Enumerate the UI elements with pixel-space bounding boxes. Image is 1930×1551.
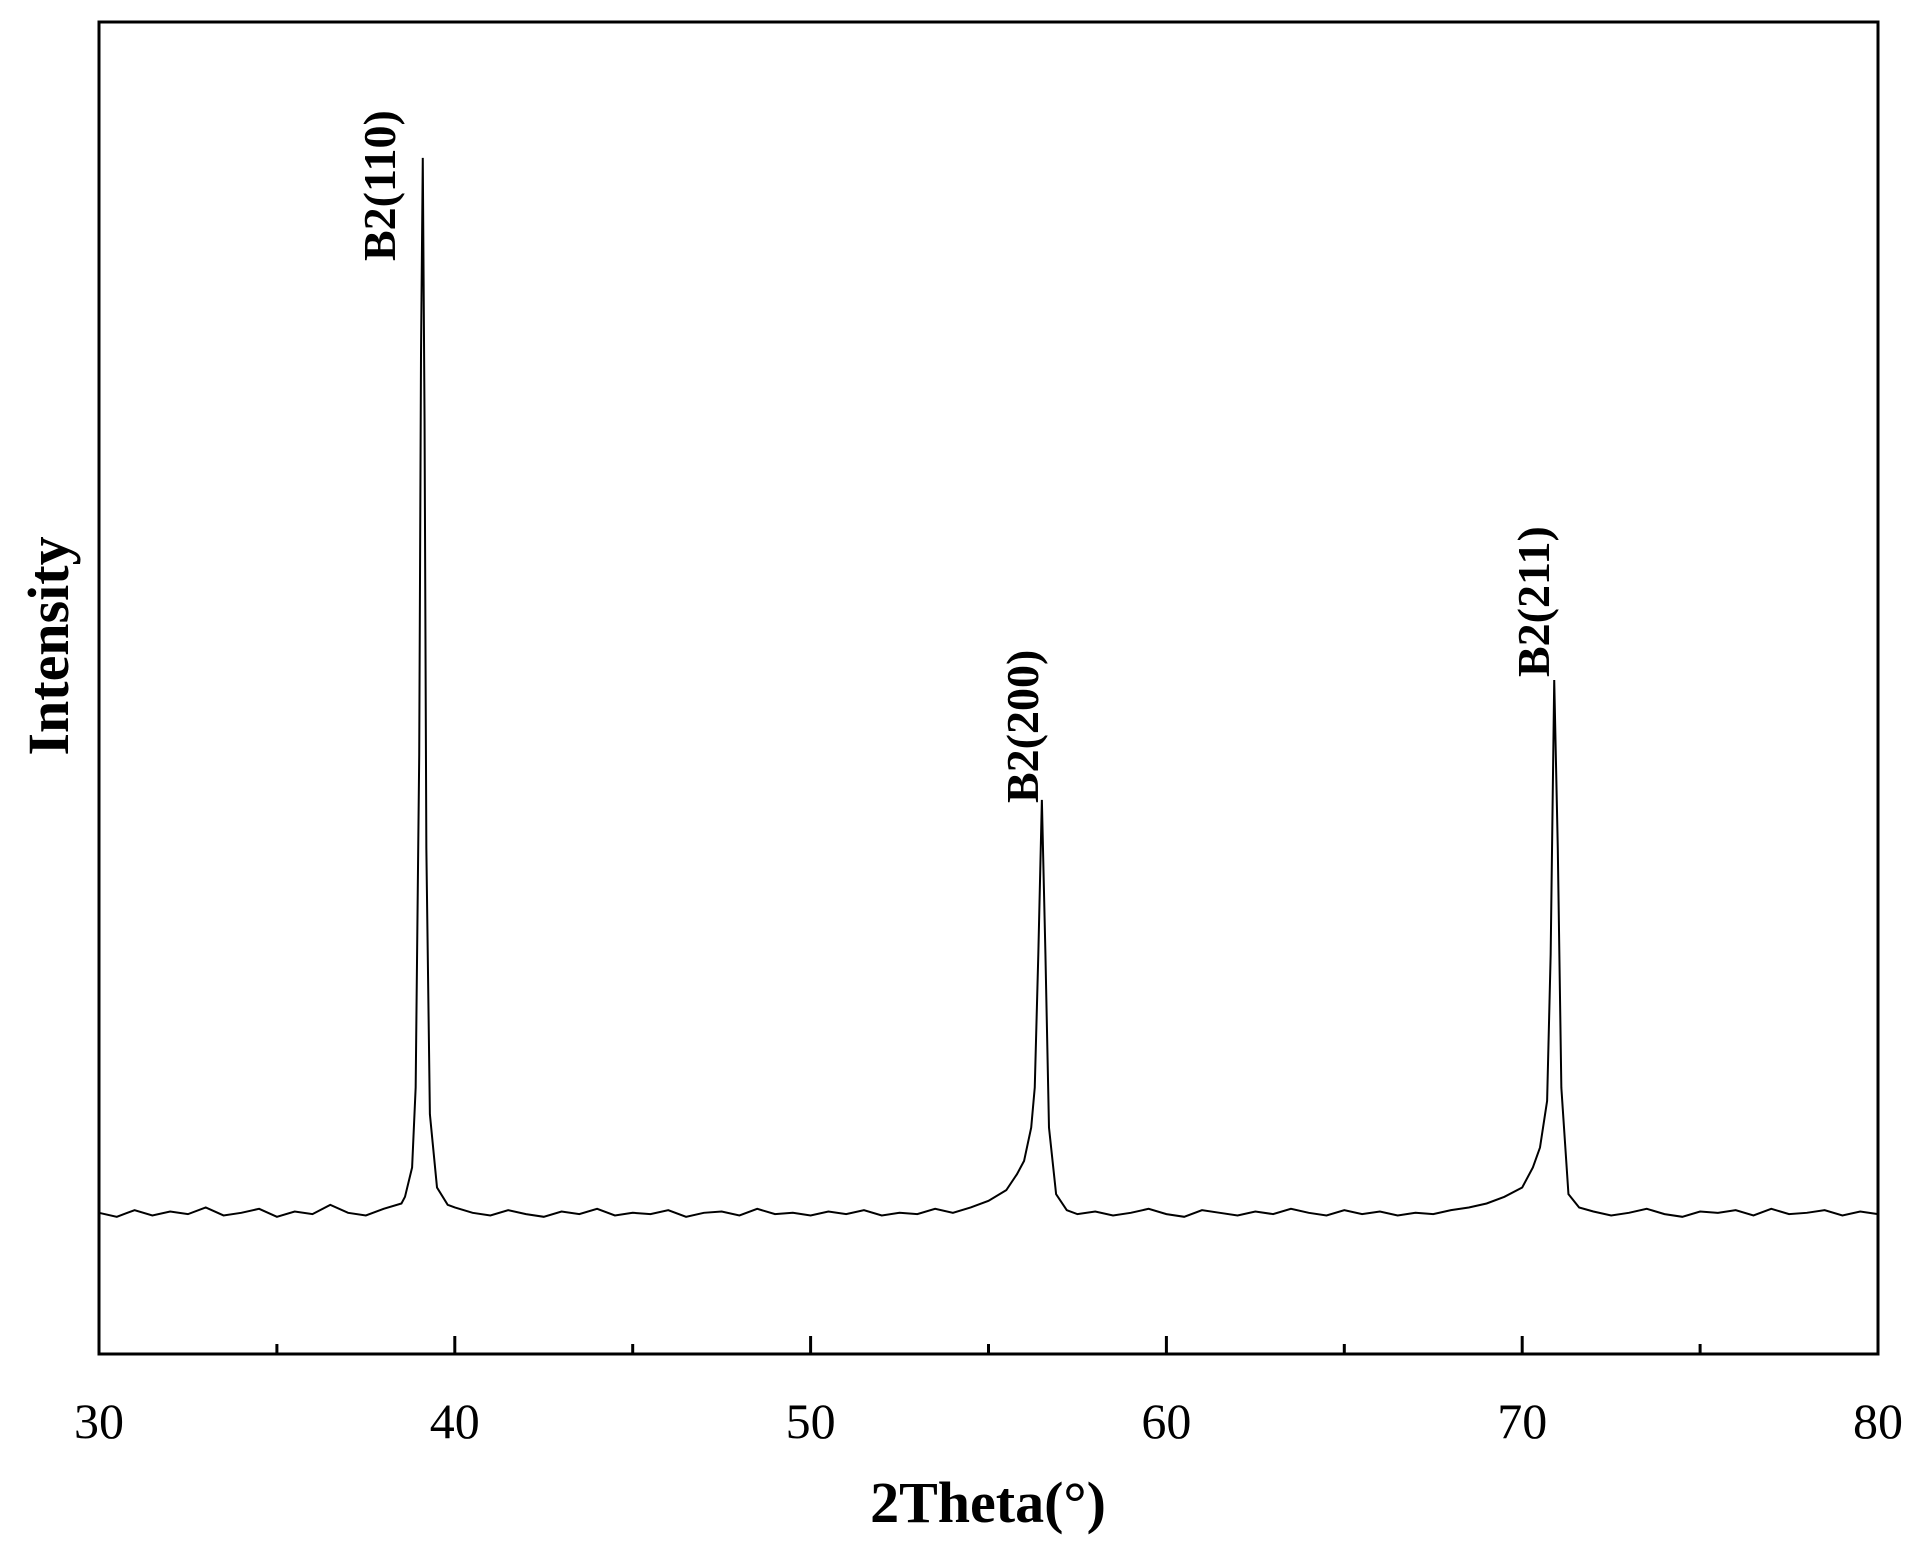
x-tick-label: 60 [1141,1393,1191,1449]
x-axis-title: 2Theta(°) [870,1470,1106,1535]
peak-label: B2(110) [354,110,405,261]
x-tick-label: 80 [1853,1393,1903,1449]
x-tick-label: 70 [1497,1393,1547,1449]
y-axis-title: Intensity [16,536,81,755]
plot-frame [97,20,1880,1356]
x-tick-label: 40 [430,1393,480,1449]
peak-label: B2(211) [1508,526,1559,677]
x-tick-label: 50 [786,1393,836,1449]
x-tick-label: 30 [74,1393,124,1449]
data-line [98,157,1879,1218]
peak-label: B2(200) [997,650,1048,803]
